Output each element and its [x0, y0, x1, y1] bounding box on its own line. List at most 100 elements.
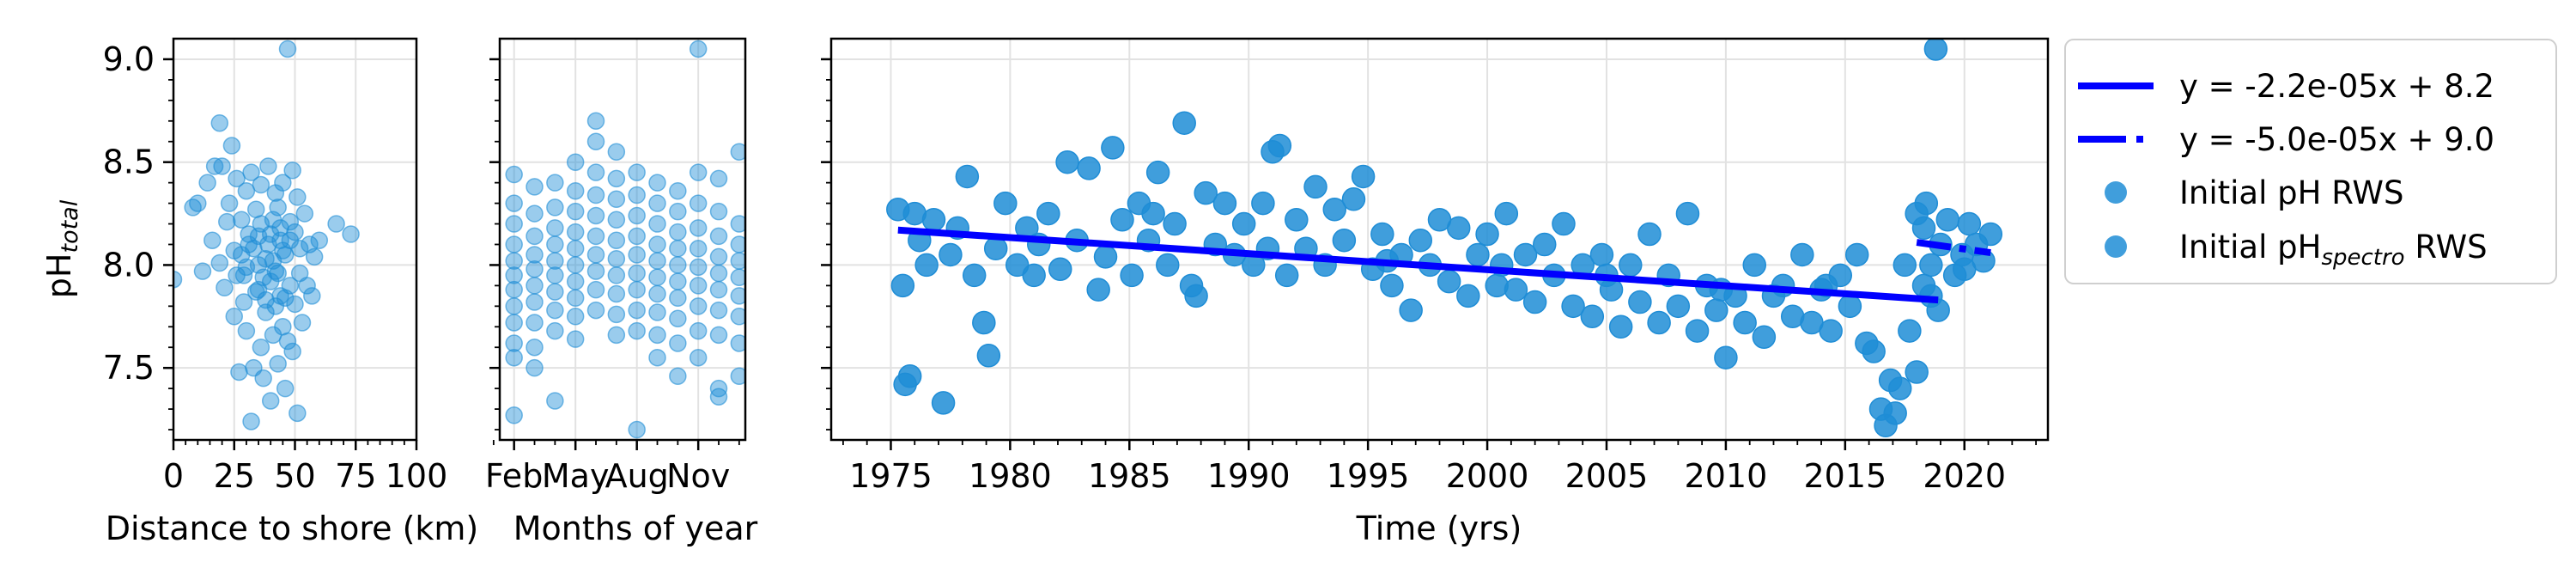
scatter-point	[566, 289, 585, 308]
scatter-point	[1408, 228, 1433, 253]
scatter-point	[607, 250, 626, 268]
scatter-point	[218, 212, 236, 231]
scatter-point	[252, 338, 270, 357]
scatter-point	[230, 363, 248, 382]
scatter-point	[276, 379, 295, 398]
x-tick-label: 1985	[1088, 457, 1171, 495]
scatter-point	[607, 266, 626, 284]
scatter-point	[1911, 216, 1936, 241]
scatter-point	[1332, 228, 1357, 253]
scatter-point	[607, 326, 626, 345]
scatter-point	[628, 301, 646, 320]
scatter-point	[669, 202, 687, 221]
scatter-point	[252, 175, 270, 194]
scatter-point	[628, 321, 646, 340]
scatter-point	[709, 280, 728, 299]
x-tick-label: 2020	[1923, 457, 2006, 495]
scatter-point	[1145, 160, 1170, 185]
scatter-point	[173, 270, 183, 289]
scatter-point	[1172, 111, 1196, 135]
scatter-point	[259, 157, 277, 175]
scatter-point	[1475, 222, 1499, 247]
scatter-point	[505, 406, 523, 424]
scatter-point	[1093, 245, 1118, 269]
scatter-point	[689, 240, 708, 258]
scatter-point	[1231, 211, 1256, 236]
scatter-point	[1184, 284, 1208, 308]
scatter-point	[293, 314, 312, 332]
x-tick-label: May	[542, 457, 610, 495]
scatter-point	[1637, 222, 1662, 247]
scatter-point	[669, 289, 687, 308]
scatter-point	[628, 264, 646, 283]
scatter-point	[234, 293, 253, 311]
scatter-point	[1120, 263, 1144, 288]
legend-label-ph-rws: Initial pH RWS	[2179, 174, 2404, 211]
scatter-point	[1742, 253, 1767, 278]
scatter-point	[1322, 198, 1346, 222]
scatter-point	[505, 297, 523, 315]
scatter-point	[669, 367, 687, 386]
scatter-point	[526, 205, 544, 223]
scatter-point	[709, 264, 728, 283]
scatter-point	[1267, 133, 1292, 158]
scatter-point	[1844, 242, 1869, 267]
scatter-point	[730, 215, 745, 233]
scatter-point	[648, 268, 666, 287]
scatter-point	[276, 289, 295, 308]
scatter-point	[939, 242, 963, 267]
x-tick-label: 50	[274, 457, 315, 495]
scatter-point	[607, 169, 626, 188]
scatter-point	[730, 143, 745, 161]
scatter-point	[526, 358, 544, 377]
scatter-point	[955, 164, 980, 189]
scatter-point	[1914, 191, 1939, 216]
legend-label-solid-trend: y = -2.2e-05x + 8.2	[2179, 68, 2494, 105]
scatter-point	[586, 246, 605, 264]
scatter-point	[648, 252, 666, 270]
scatter-point	[546, 252, 564, 270]
scatter-point	[257, 290, 275, 309]
scatter-point	[1589, 242, 1614, 267]
scatter-point	[1905, 360, 1929, 384]
scatter-point	[546, 321, 564, 340]
scatter-point	[566, 256, 585, 274]
scatter-point	[1714, 345, 1738, 369]
scatter-point	[566, 330, 585, 348]
scatter-point	[546, 219, 564, 237]
scatter-point	[281, 212, 300, 231]
scatter-point	[648, 174, 666, 192]
scatter-point	[1251, 191, 1275, 216]
scatter-point	[1110, 207, 1134, 232]
scatter-point	[586, 206, 605, 225]
scatter-point	[566, 223, 585, 241]
scatter-point	[689, 297, 708, 315]
legend-marker-ph-rws	[2105, 181, 2127, 204]
scatter-point	[1504, 278, 1528, 302]
y-tick-label: 9.0	[103, 40, 155, 78]
x-tick-label: 0	[163, 457, 184, 495]
x-tick-label: 2005	[1565, 457, 1649, 495]
scatter-point	[628, 420, 646, 439]
scatter-point	[628, 227, 646, 246]
scatter-point	[240, 225, 258, 243]
scatter-point	[1887, 376, 1912, 400]
legend: y = -2.2e-05x + 8.2 y = -5.0e-05x + 9.0 …	[2064, 39, 2557, 284]
scatter-point	[1341, 187, 1366, 211]
panel-distance: 7.5 8.0 8.5 9.0 0 25 50 75 100 Distance to shore …	[103, 37, 478, 547]
scatter-point	[1561, 294, 1585, 319]
scatter-point	[1466, 242, 1490, 267]
scatter-point	[1077, 156, 1101, 180]
scatter-point	[730, 268, 745, 287]
scatter-point	[505, 235, 523, 253]
x-tick-label: Feb	[485, 457, 543, 495]
plot-area	[886, 39, 2003, 437]
scatter-point	[689, 163, 708, 181]
scatter-point	[505, 334, 523, 352]
scatter-point	[931, 391, 956, 415]
scatter-point	[189, 194, 207, 212]
x-axis-label: Time (yrs)	[1356, 510, 1522, 547]
y-axis-label-main: pH	[40, 253, 78, 299]
scatter-point	[1580, 304, 1605, 329]
scatter-point	[972, 310, 996, 335]
